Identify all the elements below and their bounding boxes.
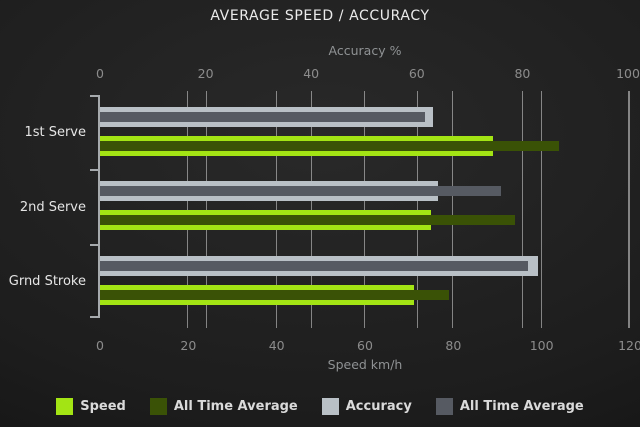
bottom-axis-tick-label: 100 [529, 338, 554, 353]
bottom-axis-tick-label: 120 [618, 338, 640, 353]
legend-label-speed: Speed [80, 399, 126, 414]
category-label: 2nd Serve [19, 199, 86, 215]
top-axis-tick-label: 40 [303, 66, 320, 81]
bottom-axis-tick-label: 60 [357, 338, 373, 353]
speed-gridline [275, 91, 277, 328]
bar-group-grnd-stroke [100, 244, 630, 318]
legend-swatch-speed-average-icon [149, 398, 167, 415]
bottom-axis-title: Speed km/h [327, 357, 403, 372]
accuracy-all-time-average-bar [100, 260, 528, 271]
legend: Speed All Time Average Accuracy All Time… [0, 398, 640, 415]
legend-swatch-speed-icon [56, 398, 74, 415]
speed-all-time-average-bar [100, 215, 516, 226]
accuracy-gridline [311, 91, 313, 328]
y-axis-tick [90, 316, 99, 318]
category-label: Grnd Stroke [8, 273, 86, 289]
speed-gridline [629, 91, 630, 328]
bottom-axis-tick-label: 20 [180, 338, 197, 353]
speed-gridline [187, 91, 189, 328]
accuracy-gridline [628, 91, 629, 328]
top-axis-tick-label: 0 [96, 66, 104, 81]
accuracy-all-time-average-bar [100, 186, 502, 197]
legend-label-accuracy: Accuracy [345, 399, 412, 414]
legend-swatch-accuracy-icon [321, 398, 339, 415]
legend-label-speed-average: All Time Average [173, 399, 298, 414]
bar-group-2nd-serve [100, 169, 630, 243]
accuracy-gridline [522, 91, 524, 328]
top-axis-title: Accuracy % [328, 43, 402, 58]
speed-all-time-average-bar [100, 289, 449, 300]
plot-area [90, 91, 630, 328]
chart-title: AVERAGE SPEED / ACCURACY [210, 8, 430, 24]
y-axis-tick [90, 169, 99, 172]
legend-item-accuracy-all-time-average: All Time Average [435, 398, 584, 415]
legend-item-speed: Speed [56, 398, 126, 415]
speed-gridline [452, 91, 454, 328]
bottom-axis-tick-label: 40 [268, 338, 285, 353]
speed-all-time-average-bar [100, 141, 560, 151]
bottom-axis-tick-label: 0 [96, 338, 104, 353]
speed-gridline [540, 91, 542, 328]
top-axis-tick-label: 60 [408, 66, 425, 81]
y-axis-line [98, 95, 100, 318]
top-axis-tick-label: 80 [514, 66, 531, 81]
top-axis-tick-label: 100 [616, 66, 640, 81]
accuracy-gridline [205, 91, 207, 328]
grid-layer [100, 91, 630, 328]
legend-item-accuracy: Accuracy [321, 398, 412, 415]
category-label: 1st Serve [24, 125, 86, 141]
top-axis-tick-label: 20 [197, 66, 214, 81]
accuracy-all-time-average-bar [100, 112, 425, 122]
bottom-axis-tick-label: 80 [445, 338, 462, 353]
speed-gridline [364, 91, 365, 328]
bar-group-1st-serve [100, 95, 630, 169]
y-axis-tick [90, 243, 99, 246]
legend-item-speed-all-time-average: All Time Average [149, 398, 298, 415]
legend-label-accuracy-average: All Time Average [459, 399, 584, 414]
accuracy-gridline [416, 91, 418, 328]
legend-swatch-accuracy-average-icon [435, 398, 453, 415]
y-axis-tick [90, 95, 99, 97]
